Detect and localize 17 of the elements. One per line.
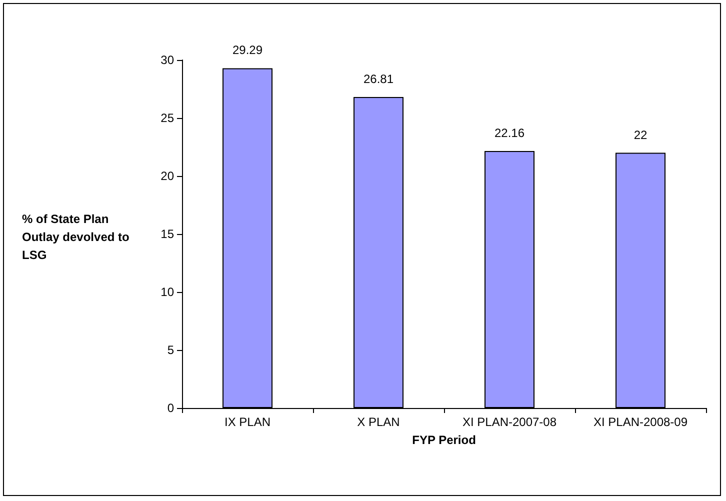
y-tick-label: 25 xyxy=(160,111,174,125)
data-label: 22 xyxy=(634,128,648,142)
x-tick-label: X PLAN xyxy=(357,415,400,429)
data-label: 26.81 xyxy=(363,72,394,86)
y-tick-label: 15 xyxy=(160,227,174,241)
data-label: 29.29 xyxy=(232,43,263,58)
x-tick-label: XI PLAN-2008-09 xyxy=(593,415,688,429)
x-tick-label: IX PLAN xyxy=(224,415,271,429)
data-label: 22.16 xyxy=(494,126,525,140)
y-tick-label: 0 xyxy=(167,401,174,415)
y-tick-label: 5 xyxy=(167,343,174,357)
y-tick-label: 10 xyxy=(160,285,174,299)
y-tick-label: 30 xyxy=(160,53,174,67)
x-tick-label: XI PLAN-2007-08 xyxy=(462,415,557,429)
y-axis-title: % of State Plan Outlay devolved to LSG xyxy=(22,212,133,262)
y-tick-label: 20 xyxy=(160,169,174,183)
x-axis-title: FYP Period xyxy=(412,433,476,447)
